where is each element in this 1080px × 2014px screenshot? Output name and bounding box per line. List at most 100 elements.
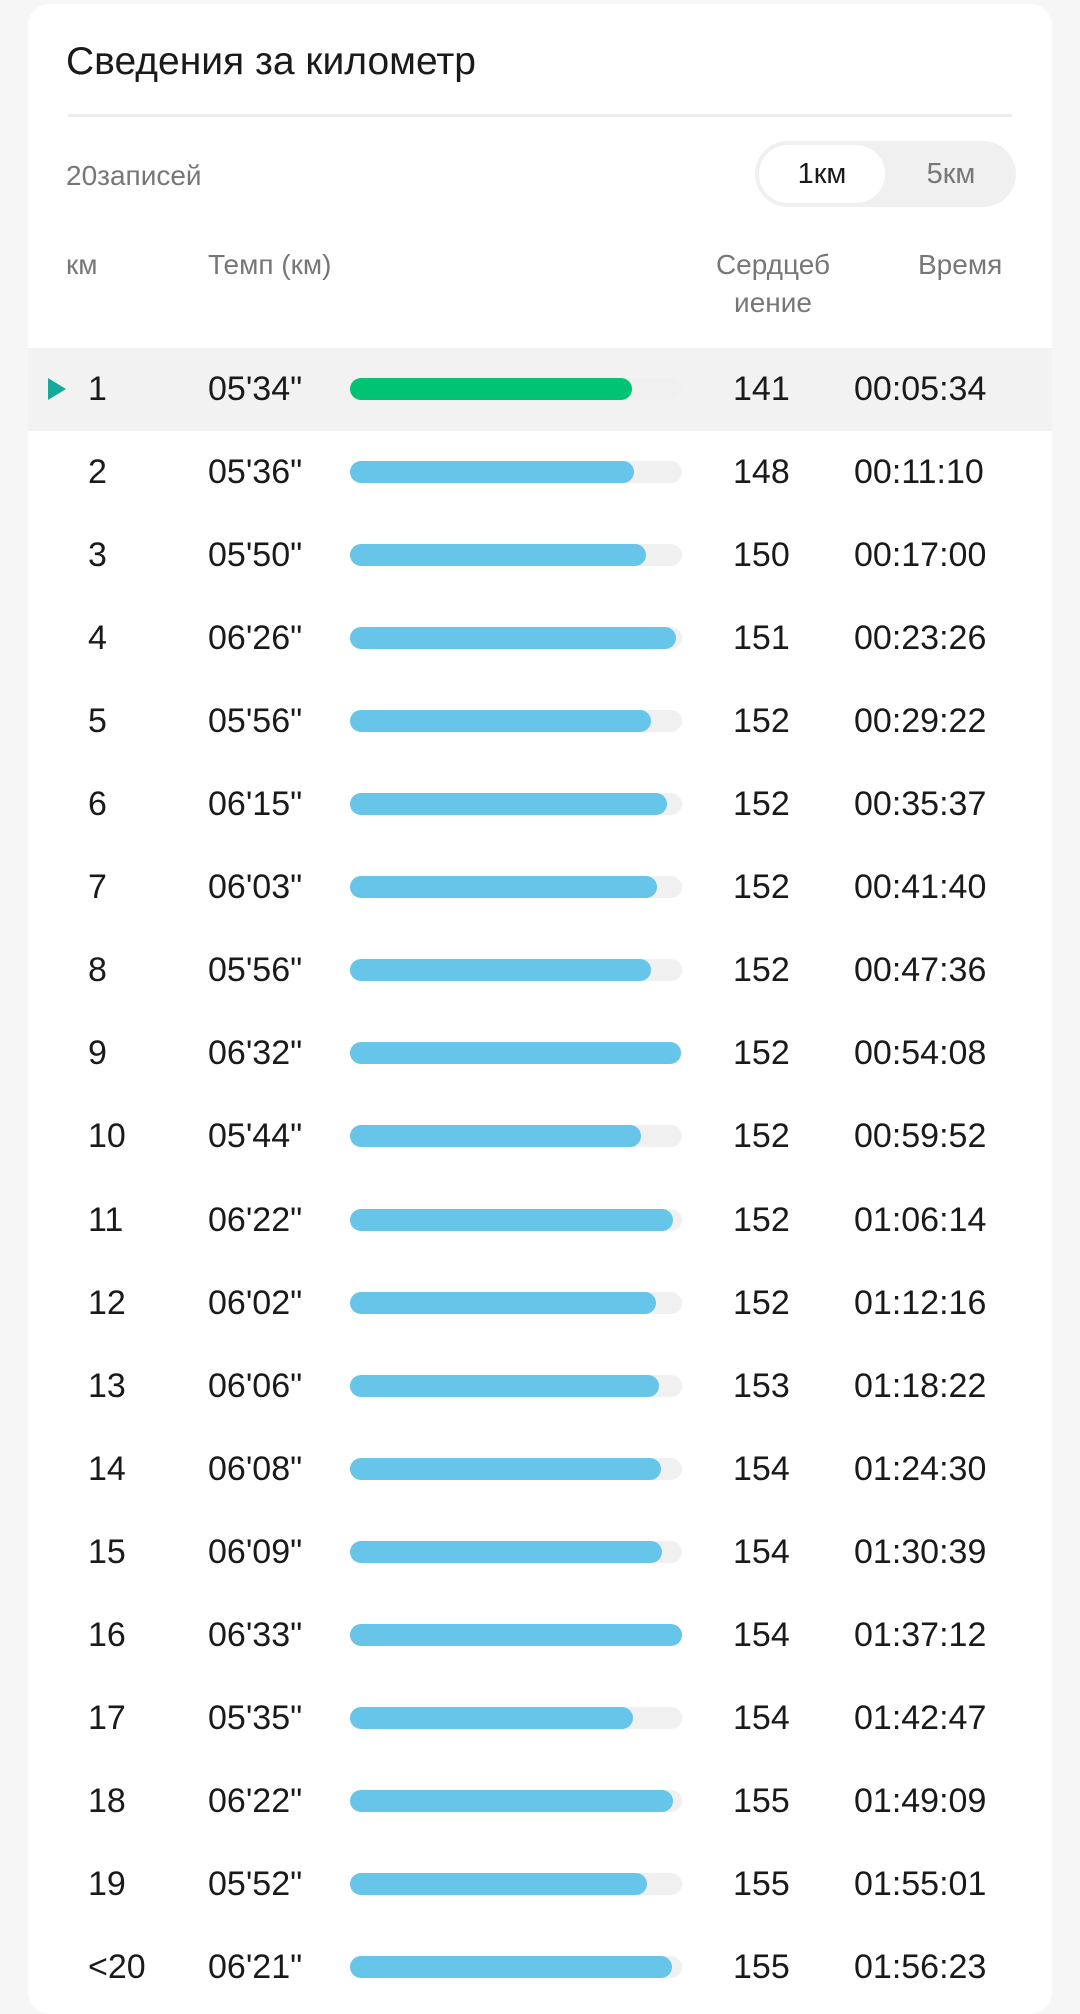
heart-rate-header-line1: Сердцеб — [715, 249, 831, 280]
pace-bar-fill — [350, 1457, 661, 1480]
heart-rate-cell: 155 — [733, 1781, 790, 1820]
divider — [68, 114, 1012, 117]
pace-bar-fill — [350, 1291, 656, 1314]
column-header-time: Время — [918, 249, 1003, 280]
table-row[interactable]: 18 06'22" 155 01:49:09 — [28, 1760, 1052, 1843]
heart-rate-cell: 154 — [733, 1615, 790, 1654]
table-row[interactable]: 3 05'50" 150 00:17:00 — [28, 514, 1052, 597]
time-cell: 01:55:01 — [854, 1864, 987, 1903]
km-cell: <20 — [88, 1947, 146, 1986]
pace-bar — [350, 1955, 682, 1978]
km-cell: 5 — [88, 702, 107, 741]
km-cell: 9 — [88, 1034, 107, 1073]
pace-bar — [350, 1125, 682, 1148]
table-row[interactable]: 4 06'26" 151 00:23:26 — [28, 597, 1052, 680]
pace-bar — [350, 793, 682, 816]
pace-bar-fill — [350, 461, 634, 484]
pace-cell: 06'22" — [208, 1200, 303, 1239]
table-row[interactable]: 13 06'06" 153 01:18:22 — [28, 1345, 1052, 1428]
heart-rate-cell: 154 — [733, 1449, 790, 1488]
table-row[interactable]: 16 06'33" 154 01:37:12 — [28, 1594, 1052, 1677]
table-row[interactable]: 1 05'34" 141 00:05:34 — [28, 348, 1052, 431]
pace-cell: 05'56" — [208, 951, 303, 990]
table-row[interactable]: 2 05'36" 148 00:11:10 — [28, 431, 1052, 514]
pace-cell: 06'03" — [208, 868, 303, 907]
pace-bar-fill — [350, 876, 657, 899]
pace-bar — [350, 1291, 682, 1314]
table-row[interactable]: 17 05'35" 154 01:42:47 — [28, 1677, 1052, 1760]
pace-bar — [350, 710, 682, 733]
heart-rate-cell: 152 — [733, 951, 790, 990]
pace-bar — [350, 1623, 682, 1646]
table-row[interactable]: 7 06'03" 152 00:41:40 — [28, 846, 1052, 929]
km-cell: 3 — [88, 536, 107, 575]
pace-bar — [350, 544, 682, 567]
pace-cell: 05'34" — [208, 370, 303, 408]
heart-rate-cell: 152 — [733, 785, 790, 824]
table-row[interactable]: 6 06'15" 152 00:35:37 — [28, 763, 1052, 846]
pace-bar-fill — [350, 544, 646, 567]
km-cell: 2 — [88, 453, 107, 492]
time-cell: 00:41:40 — [854, 868, 987, 907]
pace-bar — [350, 876, 682, 899]
km-cell: 11 — [88, 1200, 124, 1239]
km-cell: 15 — [88, 1532, 126, 1571]
table-row[interactable]: 14 06'08" 154 01:24:30 — [28, 1428, 1052, 1511]
table-row[interactable]: 9 06'32" 152 00:54:08 — [28, 1012, 1052, 1095]
time-cell: 00:54:08 — [854, 1034, 987, 1073]
heart-rate-header-line2: иение — [734, 287, 812, 318]
time-cell: 01:12:16 — [854, 1283, 987, 1322]
heart-rate-cell: 152 — [733, 1283, 790, 1322]
toggle-1km[interactable]: 1км — [759, 145, 885, 203]
pace-bar — [350, 627, 682, 650]
pace-cell: 06'08" — [208, 1449, 303, 1488]
heart-rate-cell: 155 — [733, 1947, 790, 1986]
table-row[interactable]: 8 05'56" 152 00:47:36 — [28, 929, 1052, 1012]
pace-cell: 05'35" — [208, 1698, 303, 1737]
pace-bar-fill — [350, 793, 667, 816]
time-cell: 00:11:10 — [854, 453, 984, 492]
km-cell: 17 — [88, 1698, 126, 1737]
column-header-km: км — [66, 249, 98, 280]
pace-bar — [350, 461, 682, 484]
time-cell: 01:06:14 — [854, 1200, 987, 1239]
heart-rate-cell: 150 — [733, 536, 790, 575]
km-cell: 19 — [88, 1864, 126, 1903]
pace-bar-fill — [350, 959, 651, 982]
time-cell: 00:59:52 — [854, 1117, 987, 1156]
pace-bar-fill — [350, 1872, 648, 1895]
km-details-card: Сведения за километр 20записей 1км 5км к… — [28, 4, 1052, 2014]
table-row[interactable]: 19 05'52" 155 01:55:01 — [28, 1843, 1052, 1926]
heart-rate-cell: 154 — [733, 1532, 790, 1571]
page-title: Сведения за километр — [66, 40, 476, 83]
pace-bar-fill — [350, 1125, 641, 1148]
km-cell: 10 — [88, 1117, 126, 1156]
selected-marker-icon — [48, 378, 66, 400]
heart-rate-cell: 141 — [733, 370, 790, 408]
pace-cell: 05'44" — [208, 1117, 303, 1156]
time-cell: 00:47:36 — [854, 951, 987, 990]
pace-cell: 06'21" — [208, 1947, 303, 1986]
heart-rate-cell: 148 — [733, 453, 790, 492]
heart-rate-cell: 155 — [733, 1864, 790, 1903]
km-cell: 6 — [88, 785, 107, 824]
pace-bar — [350, 1872, 682, 1895]
table-row[interactable]: 12 06'02" 152 01:12:16 — [28, 1262, 1052, 1345]
table-row[interactable]: <20 06'21" 155 01:56:23 — [28, 1926, 1052, 2009]
pace-bar-fill — [350, 1374, 660, 1397]
table-row[interactable]: 10 05'44" 152 00:59:52 — [28, 1095, 1052, 1178]
pace-cell: 06'09" — [208, 1532, 303, 1571]
table-row[interactable]: 5 05'56" 152 00:29:22 — [28, 680, 1052, 763]
heart-rate-cell: 152 — [733, 1117, 790, 1156]
pace-bar — [350, 1706, 682, 1729]
pace-bar-fill — [350, 378, 633, 400]
km-cell: 7 — [88, 868, 107, 907]
table-row[interactable]: 15 06'09" 154 01:30:39 — [28, 1511, 1052, 1594]
pace-bar — [350, 378, 682, 400]
heart-rate-cell: 152 — [733, 1200, 790, 1239]
pace-bar — [350, 1789, 682, 1812]
toggle-5km[interactable]: 5км — [926, 158, 976, 190]
time-cell: 01:18:22 — [854, 1366, 987, 1405]
km-cell: 4 — [88, 619, 107, 658]
table-row[interactable]: 11 06'22" 152 01:06:14 — [28, 1179, 1052, 1262]
